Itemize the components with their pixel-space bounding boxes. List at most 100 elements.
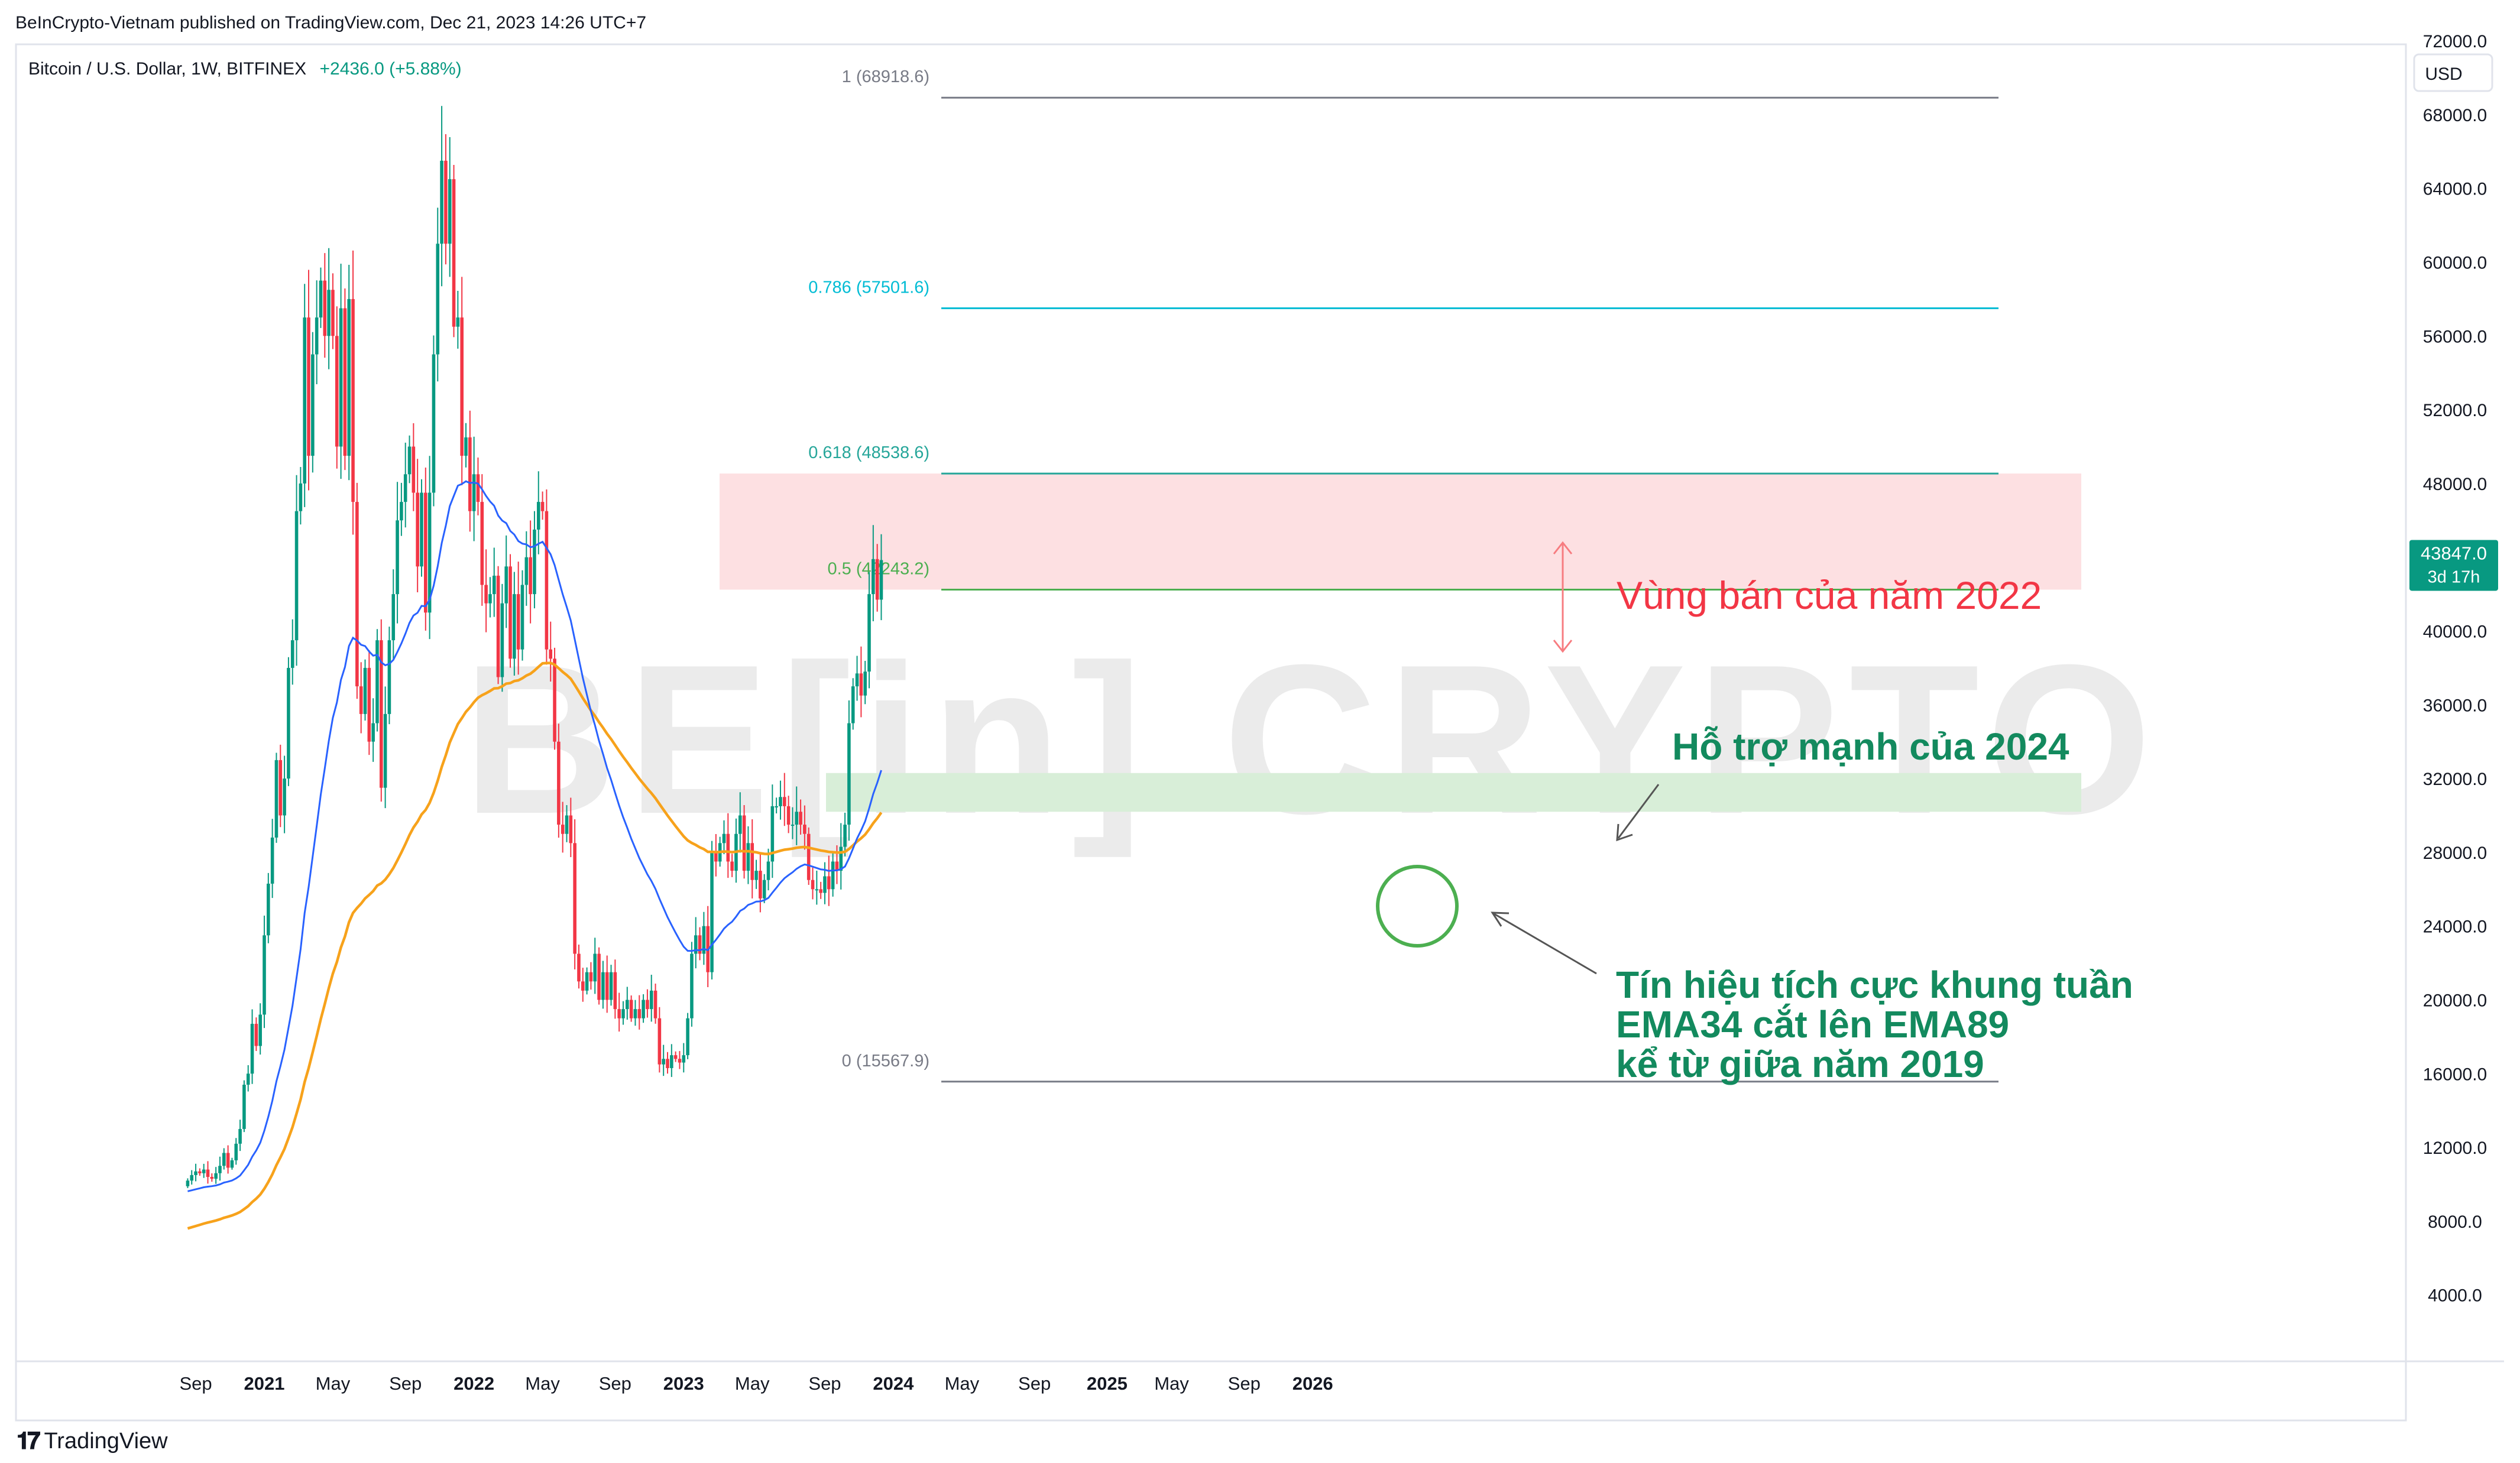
price-tick-label: 32000.0 — [2423, 770, 2487, 789]
candle-body — [533, 529, 536, 595]
price-tick-label: 16000.0 — [2423, 1065, 2487, 1084]
candle-body — [242, 1085, 246, 1129]
candle-body — [198, 1171, 202, 1173]
candle-body — [226, 1153, 230, 1168]
candle-body — [488, 594, 492, 604]
candle-body — [722, 833, 726, 844]
candle-body — [416, 492, 419, 567]
candle-body — [407, 446, 412, 475]
candle-body — [246, 1073, 250, 1085]
candle-body — [653, 990, 657, 1018]
time-tick-label: 2026 — [1293, 1373, 1333, 1394]
candle-body — [863, 672, 867, 696]
price-tick-label: 64000.0 — [2423, 180, 2487, 199]
candle-body — [347, 299, 351, 456]
last-price-badge: 43847.0 3d 17h — [2409, 540, 2498, 591]
signal-label-line-3: kể từ giữa năm 2019 — [1616, 1043, 1984, 1085]
candle-body — [375, 640, 379, 724]
candle-body — [642, 1000, 645, 1018]
candle-body — [387, 640, 391, 714]
candle-body — [710, 852, 714, 972]
time-tick-label: May — [525, 1373, 560, 1394]
price-tick-label: 52000.0 — [2423, 401, 2487, 420]
support-zone-label: Hỗ trợ mạnh của 2024 — [1672, 725, 2069, 768]
candle-body — [254, 1024, 258, 1046]
candle-body — [569, 815, 573, 844]
candle-body — [230, 1160, 234, 1168]
price-tick-label: 72000.0 — [2423, 32, 2487, 51]
candle-body — [432, 354, 436, 493]
candle-body — [468, 437, 472, 511]
candle-body — [472, 474, 476, 511]
tradingview-brand[interactable]: 𝟏𝟕 TradingView — [17, 1428, 168, 1455]
candle-body — [609, 972, 613, 1000]
candle-body — [626, 1000, 629, 1010]
candle-body — [427, 492, 432, 613]
candle-body — [766, 861, 770, 880]
candle-body — [492, 575, 496, 595]
bar-countdown: 3d 17h — [2428, 567, 2480, 586]
candle-body — [698, 935, 702, 954]
time-axis[interactable]: Sep 2021 May Sep 2022 May Sep 2023 May Sep 2024 May… — [179, 1373, 1333, 1394]
ema89-line — [187, 661, 883, 1230]
time-tick-label: Sep — [1228, 1373, 1261, 1394]
price-tick-label: 28000.0 — [2423, 844, 2487, 863]
signal-label-line-1: Tín hiệu tích cực khung tuần — [1616, 964, 2133, 1006]
candle-body — [238, 1128, 242, 1144]
candle-body — [779, 797, 782, 806]
candle-body — [359, 686, 363, 714]
candle-body — [536, 502, 540, 530]
candle-body — [190, 1175, 194, 1181]
candle-body — [367, 667, 371, 742]
candle-body — [391, 594, 396, 641]
time-tick-label: Sep — [179, 1373, 212, 1394]
currency-selector[interactable]: USD — [2413, 53, 2493, 92]
support-zone-box — [826, 773, 2081, 812]
candle-body — [855, 673, 859, 687]
candle-body — [343, 308, 347, 456]
candle-body — [529, 557, 532, 595]
candle-body — [513, 594, 516, 659]
chart-frame — [15, 43, 2504, 1422]
candle-body — [283, 778, 286, 816]
candle-body — [290, 640, 294, 668]
candle-body — [839, 846, 843, 871]
candle-body — [270, 837, 274, 884]
ema34-line — [187, 480, 882, 1192]
candle-body — [545, 511, 549, 650]
tradingview-brand-text: TradingView — [44, 1429, 168, 1454]
candle-body — [879, 560, 883, 600]
candle-body — [762, 880, 766, 898]
candle-body — [565, 815, 569, 834]
currency-label: USD — [2425, 64, 2462, 84]
candle-body — [299, 483, 303, 511]
candle-body — [520, 585, 524, 650]
sell-zone-arrow-up — [1553, 541, 1573, 554]
candle-body — [440, 160, 443, 244]
sell-zone-arrow-down — [1553, 640, 1573, 653]
annotations: Vùng bán của năm 2022 Hỗ trợ mạnh của 20… — [1491, 541, 2133, 1085]
candle-body — [383, 713, 387, 788]
candle-body — [726, 833, 730, 862]
price-tick-label: 36000.0 — [2423, 696, 2487, 715]
candle-body — [786, 806, 791, 825]
candle-body — [420, 492, 423, 567]
time-tick-label: May — [1154, 1373, 1189, 1394]
candle-body — [589, 972, 593, 982]
candle-body — [843, 825, 847, 847]
price-axis[interactable]: 4000.0 8000.0 12000.0 16000.0 20000.0 24000.0… — [2423, 32, 2487, 1306]
candle-body — [303, 317, 306, 484]
candle-body — [811, 880, 815, 890]
candle-body — [827, 876, 831, 890]
support-pointer-head — [1616, 823, 1633, 842]
candle-body — [464, 437, 468, 456]
candle-body — [274, 760, 278, 838]
symbol-title[interactable]: Bitcoin / U.S. Dollar, 1W, BITFINEX — [28, 59, 307, 79]
candle-body — [742, 815, 746, 871]
candle-body — [694, 935, 698, 954]
candle-body — [307, 317, 310, 456]
candle-body — [287, 667, 290, 779]
candle-body — [682, 1055, 686, 1063]
candle-body — [605, 972, 609, 1000]
